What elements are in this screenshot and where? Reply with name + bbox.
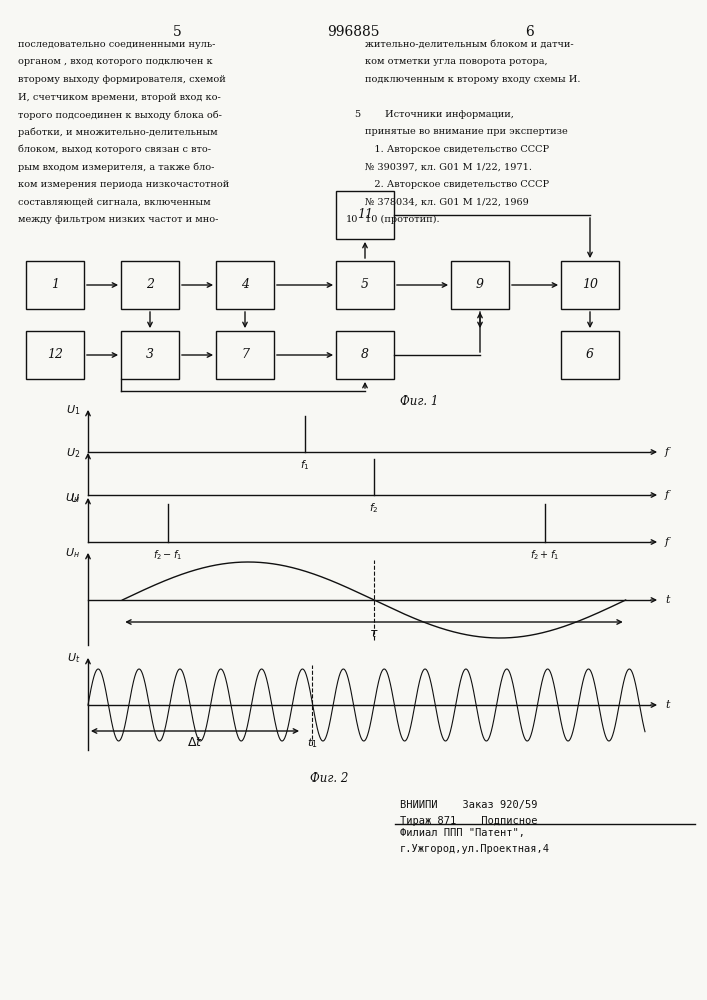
Text: $f_2$: $f_2$ (369, 501, 379, 515)
Text: 1: 1 (51, 278, 59, 292)
Text: подключенным к второму входу схемы И.: подключенным к второму входу схемы И. (365, 75, 580, 84)
Bar (216, 261, 274, 309)
Text: 12: 12 (47, 349, 63, 361)
Text: $U_2$: $U_2$ (66, 446, 80, 460)
Text: составляющей сигнала, включенным: составляющей сигнала, включенным (18, 198, 211, 207)
Text: 3: 3 (146, 349, 154, 361)
Text: $f_1$: $f_1$ (300, 458, 310, 472)
Text: 11: 11 (357, 209, 373, 222)
Text: Тираж 871    Подписное: Тираж 871 Подписное (400, 816, 537, 826)
Text: $t_1$: $t_1$ (307, 736, 317, 750)
Text: $U_t$: $U_t$ (66, 651, 80, 665)
Bar (561, 331, 619, 379)
Text: 4: 4 (241, 278, 249, 292)
Text: жительно-делительным блоком и датчи-: жительно-делительным блоком и датчи- (365, 40, 573, 49)
Text: 5: 5 (354, 110, 360, 119)
Text: блоком, выход которого связан с вто-: блоком, выход которого связан с вто- (18, 145, 211, 154)
Bar (216, 331, 274, 379)
Text: между фильтром низких частот и мно-: между фильтром низких частот и мно- (18, 215, 218, 224)
Text: 996885: 996885 (327, 25, 379, 39)
Bar (26, 261, 84, 309)
Text: принятые во внимание при экспертизе: принятые во внимание при экспертизе (365, 127, 568, 136)
Text: $f_2 + f_1$: $f_2 + f_1$ (530, 548, 559, 562)
Text: t: t (665, 700, 670, 710)
Text: 10: 10 (582, 278, 598, 292)
Text: 10: 10 (346, 215, 358, 224)
Text: ком измерения периода низкочастотной: ком измерения периода низкочастотной (18, 180, 229, 189)
Bar (26, 331, 84, 379)
Text: второму выходу формирователя, схемой: второму выходу формирователя, схемой (18, 75, 226, 84)
Text: 6: 6 (525, 25, 534, 39)
Text: Фиг. 2: Фиг. 2 (310, 772, 349, 785)
Bar (336, 191, 394, 239)
Text: 6: 6 (586, 349, 594, 361)
Text: 10 (прототип).: 10 (прототип). (365, 215, 440, 224)
Bar (561, 261, 619, 309)
Text: $U_н$: $U_н$ (65, 491, 80, 505)
Text: f: f (665, 490, 669, 500)
Text: органом , вход которого подключен к: органом , вход которого подключен к (18, 57, 213, 66)
Text: ВНИИПИ    Заказ 920/59: ВНИИПИ Заказ 920/59 (400, 800, 537, 810)
Text: 7: 7 (241, 349, 249, 361)
Text: 5: 5 (173, 25, 182, 39)
Text: 8: 8 (361, 349, 369, 361)
Bar (121, 261, 179, 309)
Text: f: f (665, 447, 669, 457)
Text: t: t (665, 595, 670, 605)
Text: 1. Авторское свидетельство СССР: 1. Авторское свидетельство СССР (365, 145, 549, 154)
Text: рым входом измерителя, а также бло-: рым входом измерителя, а также бло- (18, 162, 214, 172)
Text: Источники информации,: Источники информации, (385, 110, 514, 119)
Text: 9: 9 (476, 278, 484, 292)
Bar (121, 331, 179, 379)
Text: И, счетчиком времени, второй вход ко-: И, счетчиком времени, второй вход ко- (18, 93, 221, 102)
Text: $U_н$: $U_н$ (65, 546, 80, 560)
Text: 2. Авторское свидетельство СССР: 2. Авторское свидетельство СССР (365, 180, 549, 189)
Text: работки, и множительно-делительным: работки, и множительно-делительным (18, 127, 218, 137)
Text: последовательно соединенными нуль-: последовательно соединенными нуль- (18, 40, 216, 49)
Text: $U_1$: $U_1$ (66, 403, 80, 417)
Text: Фиг. 1: Фиг. 1 (400, 395, 438, 408)
Text: № 390397, кл. G01 M 1/22, 1971.: № 390397, кл. G01 M 1/22, 1971. (365, 162, 532, 172)
Bar (336, 261, 394, 309)
Text: $\Delta t$: $\Delta t$ (187, 736, 203, 749)
Text: Филиал ППП "Патент",: Филиал ППП "Патент", (400, 828, 525, 838)
Bar (336, 331, 394, 379)
Text: $U$: $U$ (70, 492, 80, 504)
Text: г.Ужгород,ул.Проектная,4: г.Ужгород,ул.Проектная,4 (400, 844, 550, 854)
Text: $\tau$: $\tau$ (369, 627, 379, 640)
Text: f: f (665, 537, 669, 547)
Text: ком отметки угла поворота ротора,: ком отметки угла поворота ротора, (365, 57, 548, 66)
Text: № 378034, кл. G01 M 1/22, 1969: № 378034, кл. G01 M 1/22, 1969 (365, 198, 529, 207)
Bar (451, 261, 509, 309)
Text: 2: 2 (146, 278, 154, 292)
Text: $f_2 - f_1$: $f_2 - f_1$ (153, 548, 182, 562)
Text: торого подсоединен к выходу блока об-: торого подсоединен к выходу блока об- (18, 110, 222, 119)
Text: 5: 5 (361, 278, 369, 292)
